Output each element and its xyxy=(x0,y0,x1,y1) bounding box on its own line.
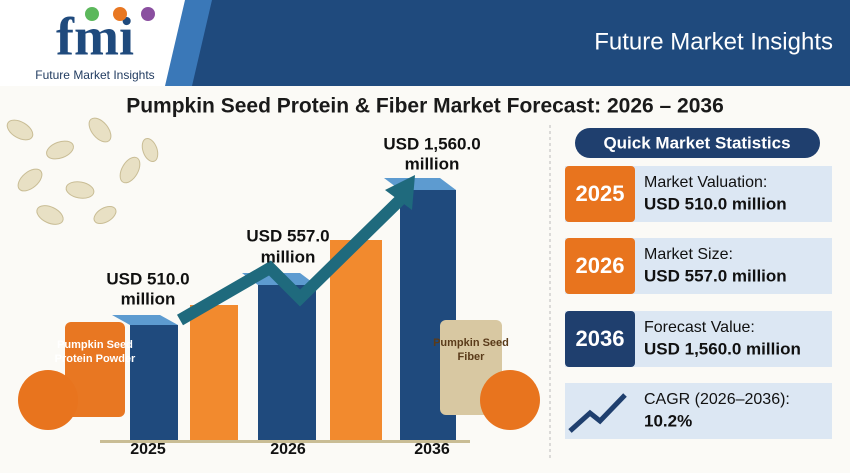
logo-caption: Future Market Insights xyxy=(35,68,154,82)
stat-value: USD 1,560.0 million xyxy=(644,339,801,358)
pumpkin xyxy=(18,370,78,430)
header-band xyxy=(175,0,850,86)
header-stripe xyxy=(165,0,212,86)
title: Pumpkin Seed Protein & Fiber Market Fore… xyxy=(126,95,724,118)
package-text: Pumpkin Seed xyxy=(57,339,133,351)
value-label: USD 510.0 xyxy=(106,269,189,288)
unit-label: million xyxy=(261,247,316,266)
stat-value: USD 510.0 million xyxy=(644,194,787,213)
unit-label: million xyxy=(121,289,176,308)
bars xyxy=(100,175,470,443)
package-text: Fiber xyxy=(458,351,486,363)
stat-label: CAGR (2026–2036): xyxy=(644,391,790,408)
package xyxy=(65,322,125,417)
logo-dot xyxy=(141,7,155,21)
seeds xyxy=(6,117,159,225)
package-text: Pumpkin Seed xyxy=(433,337,509,349)
stat-year: 2026 xyxy=(576,253,625,278)
stat-value: 10.2% xyxy=(644,411,692,430)
value-label: USD 1,560.0 xyxy=(383,134,480,153)
stat-year-bg xyxy=(565,238,635,294)
stats-title: Quick Market Statistics xyxy=(603,133,790,152)
pumpkin xyxy=(480,370,540,430)
year-label: 2036 xyxy=(414,441,450,458)
year-label: 2025 xyxy=(130,441,166,458)
stat-value: USD 557.0 million xyxy=(644,266,787,285)
brand: Future Market Insights xyxy=(594,28,833,55)
logo-dot xyxy=(85,7,99,21)
stat-label: Market Size: xyxy=(644,246,733,263)
stat-label: Market Valuation: xyxy=(644,174,767,191)
stat-label: Forecast Value: xyxy=(644,319,755,336)
value-label: USD 557.0 xyxy=(246,226,329,245)
stat-year: 2036 xyxy=(576,326,625,351)
trend-icon xyxy=(568,393,627,433)
unit-label: million xyxy=(405,154,460,173)
year-label: 2026 xyxy=(270,441,306,458)
logo-dot xyxy=(113,7,127,21)
stat-year: 2025 xyxy=(576,181,625,206)
package-text: Protein Powder xyxy=(55,353,136,365)
stat-year-bg xyxy=(565,311,635,367)
stat-year-bg xyxy=(565,166,635,222)
stats-title-bg xyxy=(575,128,820,158)
